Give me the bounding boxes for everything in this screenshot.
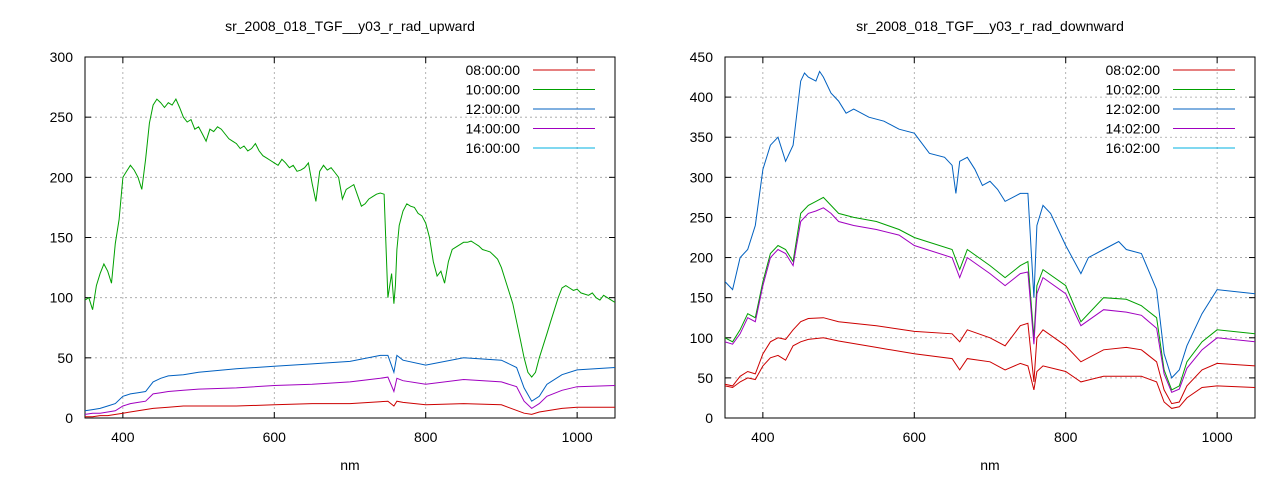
x-tick-label: 600 bbox=[903, 429, 927, 445]
legend-label: 16:00:00 bbox=[466, 140, 521, 156]
series-line-140200 bbox=[725, 207, 1255, 393]
y-tick-label: 400 bbox=[690, 89, 714, 105]
legend-label: 16:02:00 bbox=[1106, 140, 1161, 156]
y-tick-label: 250 bbox=[690, 209, 714, 225]
y-tick-label: 350 bbox=[690, 129, 714, 145]
y-tick-label: 150 bbox=[690, 290, 714, 306]
legend-label: 12:00:00 bbox=[466, 101, 521, 117]
y-tick-label: 50 bbox=[697, 370, 713, 386]
x-tick-label: 1000 bbox=[562, 429, 593, 445]
series-line-100000 bbox=[85, 98, 615, 378]
x-tick-label: 600 bbox=[263, 429, 287, 445]
downward-radiance-chart: sr_2008_018_TGF__y03_r_rad_downward 400 60… bbox=[690, 18, 1256, 473]
series-line-080200 bbox=[725, 337, 1255, 409]
legend-label: 10:02:00 bbox=[1106, 82, 1161, 98]
y-tick-label: 250 bbox=[50, 109, 74, 125]
legend-label: 12:02:00 bbox=[1106, 101, 1161, 117]
x-tick-label: 1000 bbox=[1202, 429, 1233, 445]
y-tick-label: 0 bbox=[65, 410, 73, 426]
y-tick-label: 450 bbox=[690, 49, 714, 65]
y-tick-label: 300 bbox=[50, 49, 74, 65]
x-tick-label: 800 bbox=[414, 429, 438, 445]
y-tick-label: 200 bbox=[50, 169, 74, 185]
x-tick-label: 400 bbox=[111, 429, 135, 445]
legend-label: 10:00:00 bbox=[466, 82, 521, 98]
chart-title: sr_2008_018_TGF__y03_r_rad_downward bbox=[856, 18, 1124, 34]
chart-title: sr_2008_018_TGF__y03_r_rad_upward bbox=[225, 18, 475, 34]
series-line-120200 bbox=[725, 70, 1255, 379]
upward-radiance-chart: sr_2008_018_TGF__y03_r_rad_upward 400 600 8… bbox=[50, 18, 616, 473]
series-line-extra bbox=[725, 317, 1255, 405]
y-tick-label: 100 bbox=[50, 290, 74, 306]
y-tick-label: 150 bbox=[50, 230, 74, 246]
y-tick-label: 100 bbox=[690, 330, 714, 346]
x-tick-label: 800 bbox=[1054, 429, 1078, 445]
x-axis-label: nm bbox=[980, 457, 999, 473]
y-tick-label: 200 bbox=[690, 250, 714, 266]
x-tick-label: 400 bbox=[751, 429, 775, 445]
series-line-080000 bbox=[85, 400, 615, 418]
x-axis-label: nm bbox=[340, 457, 359, 473]
legend-label: 14:00:00 bbox=[466, 121, 521, 137]
legend-label: 14:02:00 bbox=[1106, 121, 1161, 137]
series-line-140000 bbox=[85, 376, 615, 415]
plot-frame bbox=[724, 56, 1256, 419]
series-line-120000 bbox=[85, 354, 615, 412]
y-tick-label: 0 bbox=[705, 410, 713, 426]
series-line-100200 bbox=[725, 196, 1255, 391]
y-tick-label: 50 bbox=[57, 350, 73, 366]
legend-label: 08:02:00 bbox=[1106, 62, 1161, 78]
legend-label: 08:00:00 bbox=[466, 62, 521, 78]
y-tick-label: 300 bbox=[690, 169, 714, 185]
